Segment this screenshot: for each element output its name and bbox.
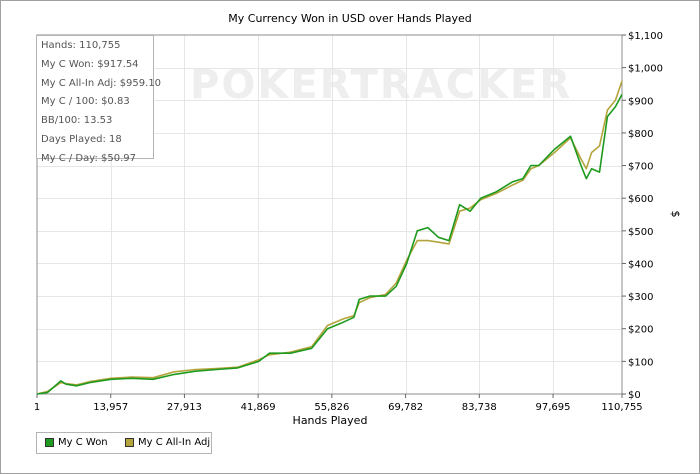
stat-allin: My C All-In Adj: $959.10 — [41, 77, 162, 89]
stat-perday: My C / Day: $50.97 — [41, 152, 136, 164]
legend-label-allin: My C All-In Adj — [138, 437, 211, 448]
stat-bb100: BB/100: 13.53 — [41, 115, 113, 127]
y-tick-label: $400 — [628, 259, 653, 270]
x-tick-label: 69,782 — [388, 402, 423, 413]
y-tick-label: $900 — [628, 96, 653, 107]
x-tick-label: 110,755 — [601, 402, 642, 413]
legend-item-won[interactable]: My C Won — [45, 437, 108, 448]
x-tick-label: 83,738 — [462, 402, 497, 413]
x-tick-label: 1 — [34, 402, 40, 413]
x-tick-label: 27,913 — [167, 402, 202, 413]
y-tick-label: $100 — [628, 357, 653, 368]
x-tick-label: 55,826 — [314, 402, 349, 413]
x-axis: 1 13,957 27,913 41,869 55,826 69,782 83,738 97,… — [34, 394, 643, 413]
series-line-my-c-all-in-adj — [36, 80, 623, 395]
y-tick-label: $500 — [628, 227, 653, 238]
series-layer — [36, 80, 623, 395]
x-axis-label: Hands Played — [293, 414, 368, 427]
plot-area-border — [36, 34, 623, 395]
y-axis: $0 $100 $200 $300 $400 $500 $600 $700 $800 $900 $1… — [622, 31, 663, 401]
x-tick-label: 41,869 — [241, 402, 276, 413]
legend-label-won: My C Won — [58, 437, 108, 448]
chart-title: My Currency Won in USD over Hands Played — [228, 12, 471, 25]
y-axis-label: $ — [669, 211, 682, 218]
legend-swatch-allin — [125, 438, 134, 447]
legend-swatch-won — [45, 438, 54, 447]
stat-per100: My C / 100: $0.83 — [41, 96, 130, 108]
y-tick-label: $800 — [628, 129, 653, 140]
grid-lines — [37, 35, 622, 394]
stat-days: Days Played: 18 — [41, 133, 122, 145]
x-tick-label: 13,957 — [93, 402, 128, 413]
y-tick-label: $200 — [628, 325, 653, 336]
y-tick-label: $0 — [628, 390, 641, 401]
legend-item-allin[interactable]: My C All-In Adj — [125, 437, 210, 448]
y-tick-label: $700 — [628, 162, 653, 173]
series-line-my-c-won — [36, 94, 623, 395]
x-tick-label: 97,695 — [536, 402, 571, 413]
stat-hands: Hands: 110,755 — [41, 40, 121, 51]
legend: My C Won My C All-In Adj — [36, 432, 212, 454]
y-tick-label: $600 — [628, 194, 653, 205]
y-tick-label: $1,100 — [628, 31, 663, 42]
y-tick-label: $1,000 — [628, 64, 663, 75]
y-tick-label: $300 — [628, 292, 653, 303]
stat-won: My C Won: $917.54 — [41, 58, 139, 70]
stats-box: Hands: 110,755 My C Won: $917.54 My C Al… — [36, 35, 162, 164]
